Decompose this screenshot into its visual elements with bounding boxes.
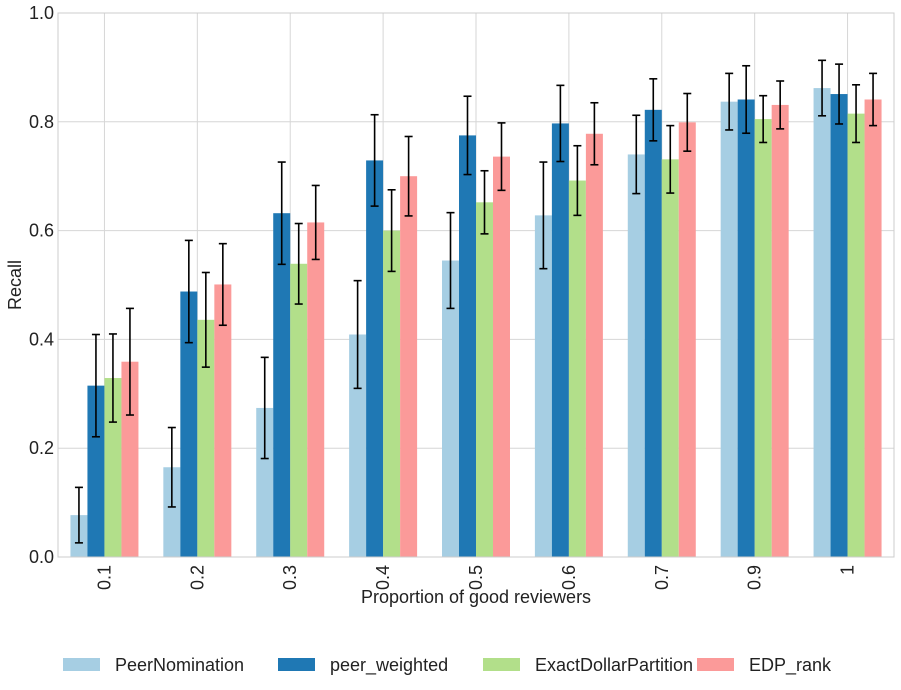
bar-EDP_rank-0.3: [307, 222, 325, 557]
legend-swatch: [63, 658, 100, 671]
bar-EDP_rank-1: [864, 99, 882, 557]
x-tick-labels: 0.1 0.2 0.3 0.4 0.5 0.6 0.7 0.9 1: [94, 565, 857, 590]
legend-label: EDP_rank: [749, 655, 832, 676]
bar-EDP_rank-0.9: [771, 104, 789, 557]
x-tick-label: 0.9: [745, 565, 765, 590]
y-tick-label: 0.6: [29, 221, 54, 241]
y-tick-labels: 0.0 0.2 0.4 0.6 0.8 1.0: [29, 3, 54, 567]
bar-EDP_rank-0.6: [585, 133, 603, 557]
y-tick-label: 0.4: [29, 329, 54, 349]
bar-ExactDollarPartition-0.1: [104, 378, 122, 557]
bar-peer_weighted-0.6: [551, 123, 569, 557]
legend-label: PeerNomination: [115, 655, 244, 675]
legend-label: ExactDollarPartition: [535, 655, 693, 675]
x-tick-label: 0.1: [94, 565, 114, 590]
bar-peer_weighted-0.5: [459, 135, 476, 557]
bar-EDP_rank-0.5: [493, 156, 510, 557]
legend-swatch: [278, 658, 315, 671]
bar-EDP_rank-0.2: [214, 284, 232, 557]
x-axis-title: Proportion of good reviewers: [361, 587, 591, 607]
bar-PeerNomination-0.6: [534, 215, 552, 558]
bar-ExactDollarPartition-0.6: [568, 180, 586, 557]
bar-ExactDollarPartition-0.9: [754, 119, 772, 557]
bar-peer_weighted-0.7: [644, 109, 662, 557]
x-tick-label: 0.4: [373, 565, 393, 590]
y-axis-title: Recall: [5, 260, 25, 310]
bar-PeerNomination-0.3: [256, 407, 274, 557]
bars: [70, 88, 882, 558]
y-tick-label: 0.2: [29, 438, 54, 458]
legend-swatch: [697, 658, 734, 671]
bar-PeerNomination-0.7: [627, 154, 645, 557]
bar-PeerNomination-0.2: [163, 467, 181, 557]
bar-PeerNomination-0.4: [349, 334, 367, 557]
bar-peer_weighted-0.2: [180, 291, 198, 557]
bar-peer_weighted-0.1: [87, 385, 105, 557]
y-tick-label: 0.0: [29, 547, 54, 567]
legend: PeerNomination peer_weighted ExactDollarPa…: [63, 655, 832, 676]
bar-EDP_rank-0.4: [400, 176, 418, 557]
bar-EDP_rank-0.7: [678, 122, 696, 558]
y-tick-label: 1.0: [29, 3, 54, 23]
bar-PeerNomination-0.5: [442, 260, 459, 557]
bar-peer_weighted-1: [830, 94, 848, 557]
bar-PeerNomination-0.9: [720, 101, 738, 557]
bar-peer_weighted-0.4: [366, 160, 384, 557]
plot-frame: [57, 12, 895, 558]
error-bars: [74, 59, 878, 544]
bar-EDP_rank-0.1: [121, 361, 139, 557]
bar-peer_weighted-0.3: [273, 213, 291, 557]
y-tick-label: 0.8: [29, 112, 54, 132]
x-tick-label: 0.6: [559, 565, 579, 590]
x-tick-label: 0.3: [280, 565, 300, 590]
bar-ExactDollarPartition-0.2: [197, 319, 215, 557]
bar-ExactDollarPartition-0.7: [661, 159, 679, 557]
bar-PeerNomination-1: [813, 88, 831, 558]
x-tick-label: 0.5: [466, 565, 486, 590]
x-tick-label: 0.2: [187, 565, 207, 590]
x-tick-label: 0.7: [652, 565, 672, 590]
legend-label: peer_weighted: [330, 655, 448, 676]
bar-peer_weighted-0.9: [737, 99, 755, 557]
bar-ExactDollarPartition-0.3: [290, 263, 308, 557]
bar-ExactDollarPartition-0.4: [383, 230, 401, 557]
x-tick-label: 1: [838, 565, 858, 575]
bar-ExactDollarPartition-1: [847, 113, 865, 557]
legend-swatch: [483, 658, 520, 671]
bar-ExactDollarPartition-0.5: [476, 202, 493, 557]
